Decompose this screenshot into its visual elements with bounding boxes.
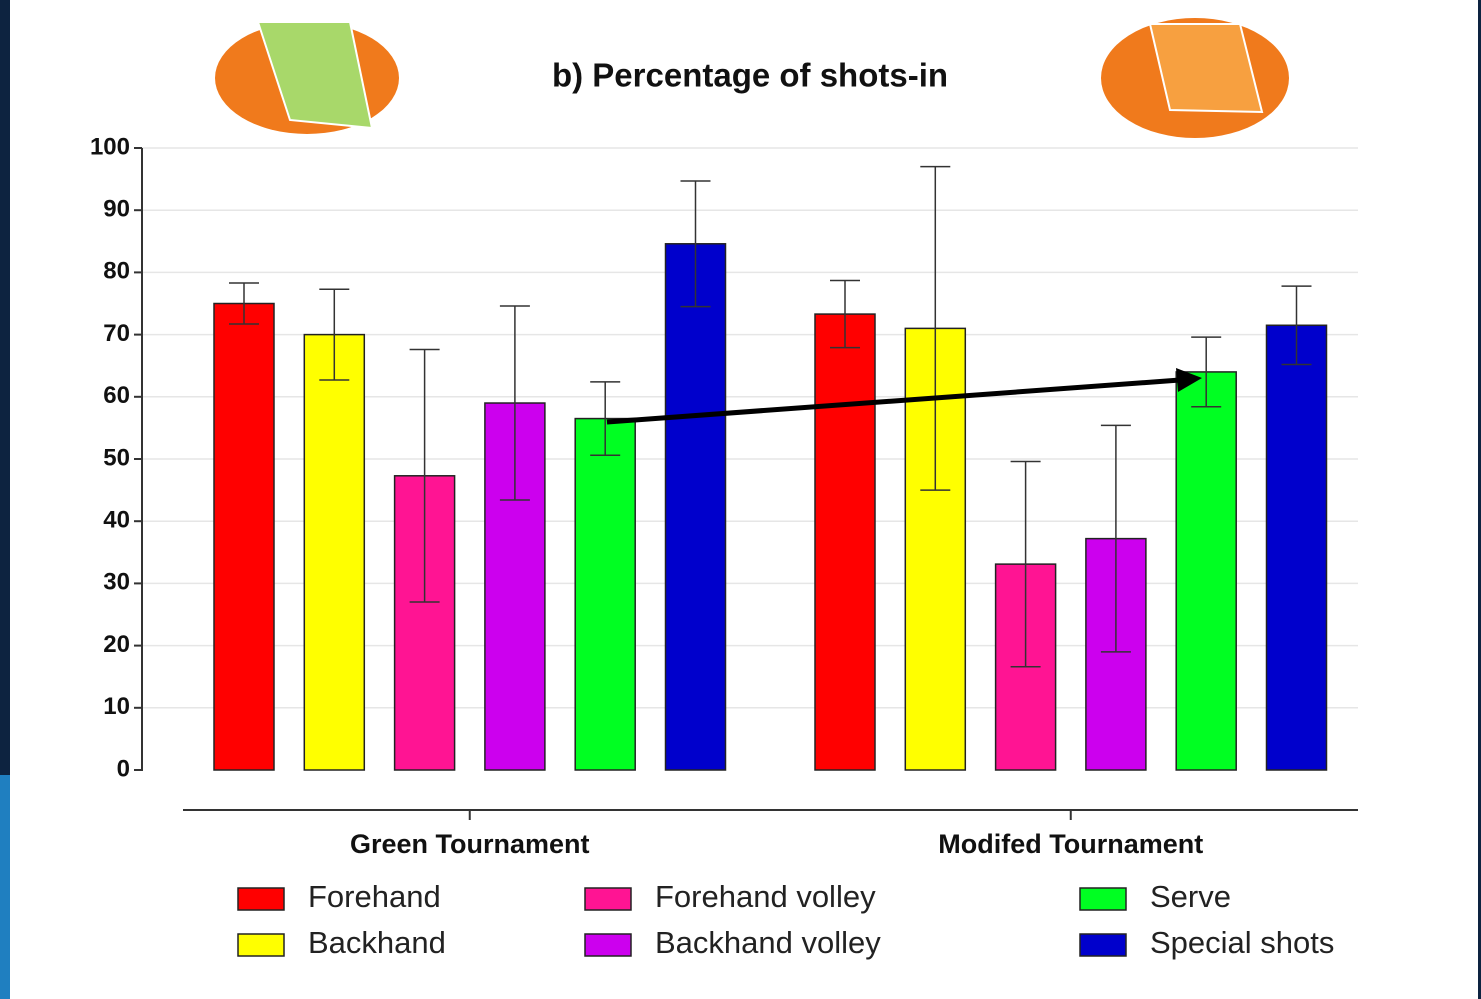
legend-label: Special shots <box>1150 925 1334 960</box>
bar <box>304 335 364 770</box>
y-tick-label: 30 <box>103 569 130 596</box>
bar <box>815 314 875 770</box>
bar <box>1267 325 1327 770</box>
chart-title: b) Percentage of shots-in <box>552 57 948 94</box>
y-tick-label: 50 <box>103 444 130 471</box>
legend-label: Serve <box>1150 879 1231 914</box>
y-tick-label: 10 <box>103 693 130 720</box>
chart: b) Percentage of shots-in 0 10 20 30 40 50 60 7… <box>0 0 1481 999</box>
y-tick-label: 20 <box>103 631 130 658</box>
legend-swatch <box>585 934 631 956</box>
y-tick-label: 90 <box>103 196 130 223</box>
bar <box>575 419 635 770</box>
legend-swatch <box>1080 934 1126 956</box>
legend-swatch <box>238 888 284 910</box>
bar <box>666 244 726 770</box>
x-tick-label: Modifed Tournament <box>938 829 1203 859</box>
y-tick-label: 70 <box>103 320 130 347</box>
court-image-right <box>1101 18 1289 138</box>
y-tick-label: 100 <box>90 133 130 160</box>
legend-swatch <box>585 888 631 910</box>
y-tick-label: 60 <box>103 382 130 409</box>
legend-label: Forehand volley <box>655 879 876 914</box>
bar <box>1176 372 1236 770</box>
y-tick-label: 40 <box>103 507 130 534</box>
bar <box>214 304 274 771</box>
legend-swatch <box>1080 888 1126 910</box>
legend-swatch <box>238 934 284 956</box>
court-image-left <box>215 22 399 134</box>
legend-label: Backhand <box>308 925 446 960</box>
x-tick-label: Green Tournament <box>350 829 590 859</box>
y-tick-label: 0 <box>117 755 130 782</box>
y-tick-label: 80 <box>103 258 130 285</box>
legend-label: Forehand <box>308 879 441 914</box>
legend-label: Backhand volley <box>655 925 881 960</box>
